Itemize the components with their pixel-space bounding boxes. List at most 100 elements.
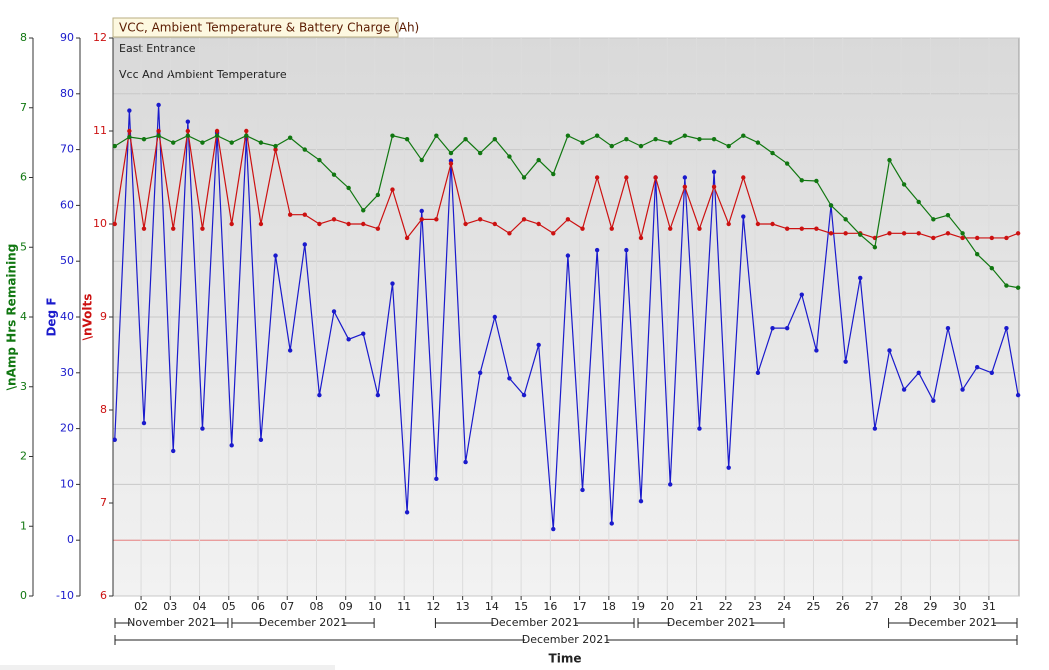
data-point [799,178,804,183]
y-tick-label: 10 [93,217,107,230]
data-point [653,136,658,142]
data-point [711,169,717,175]
y-tick-label: 0 [67,533,74,546]
data-point [434,476,439,482]
data-point [653,175,658,180]
x-axis-title: Time [549,652,582,666]
data-point [668,140,673,145]
data-point [858,275,863,281]
x-tick-label: 21 [690,600,704,613]
y-tick-label: 60 [60,198,74,211]
y-tick-label: 30 [60,366,74,379]
data-point [682,184,688,189]
band-label-bg [130,616,213,630]
y-tick-label: 2 [20,450,27,463]
y-tick-label: 7 [20,101,27,114]
x-tick-label: 24 [777,600,791,613]
data-point [1015,392,1021,398]
y-tick-label: 50 [60,254,74,267]
y-tick-label: 6 [100,589,107,602]
data-point [711,136,717,142]
data-point [536,342,541,348]
data-point [463,221,468,227]
x-tick-label: 02 [134,600,148,613]
data-point [551,231,556,236]
data-point [404,510,410,515]
data-point [711,184,717,189]
band-label: December 2021 [522,633,611,646]
y-tick-label: 40 [60,310,74,323]
data-point [755,370,761,375]
annotation: East Entrance [119,42,196,55]
x-tick-label: 16 [543,600,557,613]
data-point [331,172,337,177]
data-point [901,182,907,187]
x-tick-label: 06 [251,600,265,613]
x-tick-label: 20 [660,600,674,613]
data-point [931,217,936,222]
data-point [434,217,439,222]
y-tick-label: 6 [20,171,27,184]
data-point [638,235,644,241]
data-point [916,199,921,205]
data-point [551,526,556,532]
data-point [814,226,819,231]
data-point [361,221,366,227]
x-tick-label: 18 [602,600,616,613]
data-point [916,370,921,375]
band-label: December 2021 [667,616,756,629]
data-point [229,443,234,448]
data-point [784,325,790,331]
data-point [302,242,307,247]
data-point [171,448,176,454]
data-point [171,140,176,145]
x-tick-label: 26 [836,600,850,613]
data-point [273,147,278,152]
data-point [390,281,395,286]
data-point [668,226,673,231]
data-point [127,128,132,134]
band-label: November 2021 [127,616,216,629]
data-point [609,521,614,526]
x-tick-label: 12 [426,600,440,613]
data-point [375,392,381,398]
x-tick-label: 19 [631,600,645,613]
data-point [463,459,468,465]
data-point [273,143,278,149]
data-point [624,247,629,253]
data-point [945,212,951,218]
band-label-bg [911,616,994,630]
band-label-bg [670,616,753,630]
data-point [463,136,468,142]
data-point [887,231,892,236]
data-point [419,208,424,214]
data-point [916,231,921,236]
data-point [361,208,366,213]
data-point [214,128,220,134]
data-point [726,143,731,149]
data-point [843,359,848,364]
data-point [931,398,936,403]
y-tick-label: 7 [100,496,107,509]
data-point [741,133,746,138]
x-tick-label: 08 [309,600,323,613]
band-label: December 2021 [909,616,998,629]
data-point [638,143,644,149]
data-point [1004,283,1009,288]
data-point [229,140,234,145]
data-point [960,235,965,241]
data-point [814,178,819,184]
data-point [404,235,410,241]
data-point [682,133,688,138]
x-tick-label: 15 [514,600,528,613]
data-point [185,119,191,124]
y-tick-label: 9 [100,310,107,323]
data-point [1004,235,1009,241]
y-axis-title: \nAmp Hrs Remaining [5,244,19,391]
data-point [580,140,585,145]
data-point [214,133,220,138]
x-tick-label: 07 [280,600,294,613]
annotation: Vcc And Ambient Temperature [119,68,287,81]
data-point [404,136,410,142]
